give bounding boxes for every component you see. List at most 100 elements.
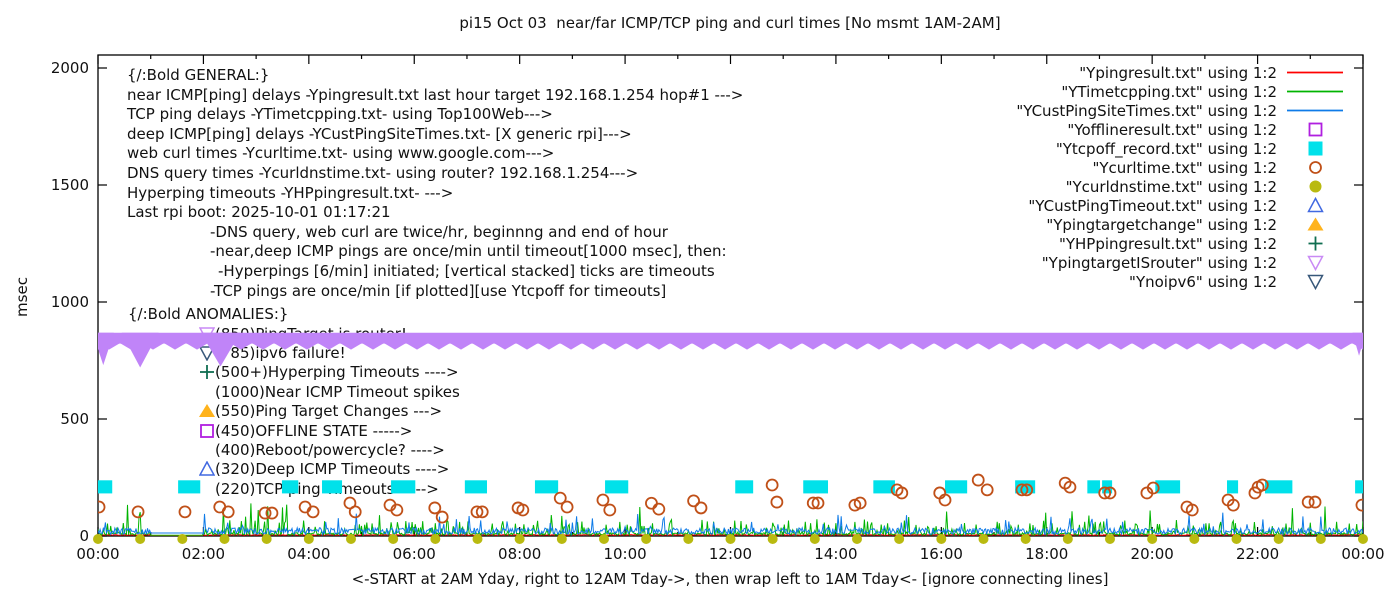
general-note-line: {/:Bold GENERAL:} <box>127 66 270 84</box>
curl-time-point <box>258 506 272 520</box>
tcp-timeout-block <box>735 480 754 494</box>
general-note-line: -near,deep ICMP pings are once/min until… <box>210 242 727 261</box>
tcp-timeout-block <box>1355 480 1363 494</box>
dns-time-point <box>725 534 736 544</box>
anomaly-note-line: (550)Ping Target Changes ---> <box>215 402 443 421</box>
curl-time-point <box>806 496 820 510</box>
curl-time-point <box>596 493 610 507</box>
band-tooth <box>516 343 538 350</box>
curl-time-point <box>306 505 320 519</box>
tcp-timeout-block <box>945 480 968 494</box>
band-tooth <box>186 343 208 350</box>
y-tick-label: 2000 <box>51 59 89 77</box>
band-tooth <box>780 343 802 350</box>
band-tooth <box>1198 343 1220 350</box>
curl-time-point <box>560 500 574 514</box>
curl-time-point <box>1020 483 1034 497</box>
tcp-timeout-block <box>605 480 629 494</box>
band-tooth <box>1308 343 1330 350</box>
square-open-icon <box>200 423 214 438</box>
dns-time-point <box>1315 534 1326 544</box>
plus-icon <box>200 365 214 380</box>
band-tooth <box>1286 343 1308 350</box>
curl-time-point <box>435 510 449 524</box>
general-note-line: TCP ping delays -YTimetcpping.txt- using… <box>127 105 553 124</box>
band-tooth <box>714 343 736 350</box>
series-YpingtargetISrouter <box>98 332 1363 368</box>
curl-time-point <box>853 496 867 510</box>
general-note-line: Last rpi boot: 2025-10-01 01:17:21 <box>127 203 391 222</box>
band-tooth <box>1330 343 1352 350</box>
band-tooth <box>560 343 582 350</box>
dns-time-point <box>1020 534 1031 544</box>
series-Ycurldnstime-txt <box>93 534 1368 544</box>
band-tooth <box>890 343 912 350</box>
curl-time-point <box>428 501 442 515</box>
tcp-timeout-block <box>873 480 895 494</box>
tcp-timeout-block <box>1015 480 1036 494</box>
band-tooth <box>340 343 362 350</box>
anomaly-triangle-up-filled <box>199 403 215 419</box>
band-tooth <box>1044 343 1066 350</box>
dns-time-point <box>936 534 947 544</box>
general-note-line: web curl times -Ycurltime.txt- using www… <box>127 144 555 163</box>
anomaly-note-line: (450)OFFLINE STATE -----> <box>215 421 413 440</box>
dns-time-point <box>809 534 820 544</box>
band-tooth <box>274 343 296 350</box>
triangle-down-open-icon <box>198 346 216 362</box>
band-tooth <box>912 343 934 350</box>
band-tooth <box>296 343 318 350</box>
curl-time-point <box>1355 498 1363 512</box>
axis-tick-labels: 0 500 1000 1500 2000 00:00 02:00 04:00 06:00 08:0… <box>51 59 1385 563</box>
tcp-timeout-block <box>1087 480 1100 494</box>
general-note-line: Hyperping timeouts -YHPpingresult.txt- -… <box>127 183 454 202</box>
series-Ycurltime-txt <box>98 473 1363 524</box>
curl-time-point <box>1015 483 1029 497</box>
band-tooth <box>384 343 406 350</box>
curl-time-point <box>265 506 279 520</box>
dns-time-point <box>978 534 989 544</box>
curl-time-point <box>765 478 779 492</box>
curl-time-point <box>1146 481 1160 495</box>
band-tooth <box>1088 343 1110 350</box>
anomalies-header: {/:Bold ANOMALIES:} <box>128 305 289 323</box>
band-tooth <box>1132 343 1154 350</box>
band-tooth <box>846 343 868 350</box>
anomaly-note-line: (1000)Near ICMP Timeout spikes <box>215 382 460 401</box>
triangle-up-open-icon <box>198 460 216 477</box>
curl-time-point <box>652 502 666 516</box>
tcp-timeout-block <box>1155 480 1181 494</box>
curl-time-point <box>1185 503 1199 517</box>
curl-time-point <box>475 505 489 519</box>
tcp-timeout-block <box>803 480 829 494</box>
dns-time-point <box>641 534 652 544</box>
tcp-timeout-block <box>98 480 113 494</box>
dns-time-point <box>346 534 356 544</box>
x-tick-label: 18:00 <box>1025 545 1068 563</box>
anomaly-triangle-down-open <box>198 345 216 362</box>
band-tooth <box>362 343 384 350</box>
tcp-timeout-block <box>281 480 299 494</box>
x-tick-label: 08:00 <box>498 545 541 563</box>
band-tooth <box>252 343 274 350</box>
general-note-line: DNS query times -Ycurldnstime.txt- using… <box>127 164 639 182</box>
band-tooth <box>824 343 846 350</box>
curl-time-point <box>1301 495 1315 509</box>
curl-time-point <box>938 493 952 507</box>
band-notch-triangle <box>200 332 241 367</box>
dns-time-point <box>177 534 188 544</box>
tcp-timeout-block <box>1227 480 1239 494</box>
band-tooth <box>626 343 648 350</box>
anomaly-plus <box>199 364 215 380</box>
band-tooth <box>494 343 516 350</box>
dns-time-point <box>556 534 567 544</box>
general-note-line: deep ICMP[ping] delays -YCustPingSiteTim… <box>127 124 632 143</box>
band-tooth <box>582 343 604 350</box>
band-tooth <box>604 343 626 350</box>
ping-target-band <box>98 332 1363 344</box>
band-notch-triangle <box>1352 332 1363 356</box>
curl-time-point <box>980 483 994 497</box>
curl-time-point <box>348 505 362 519</box>
